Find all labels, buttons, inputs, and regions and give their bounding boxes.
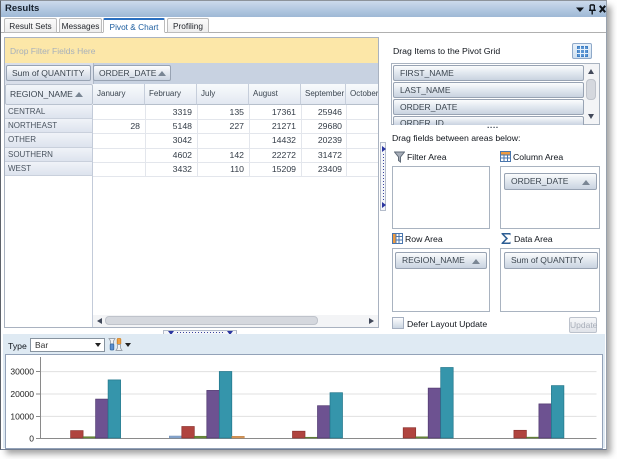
svg-text:20000: 20000 — [10, 389, 34, 399]
svg-text:10000: 10000 — [10, 411, 34, 421]
svg-text:0: 0 — [29, 433, 34, 443]
svg-text:30000: 30000 — [10, 367, 34, 377]
